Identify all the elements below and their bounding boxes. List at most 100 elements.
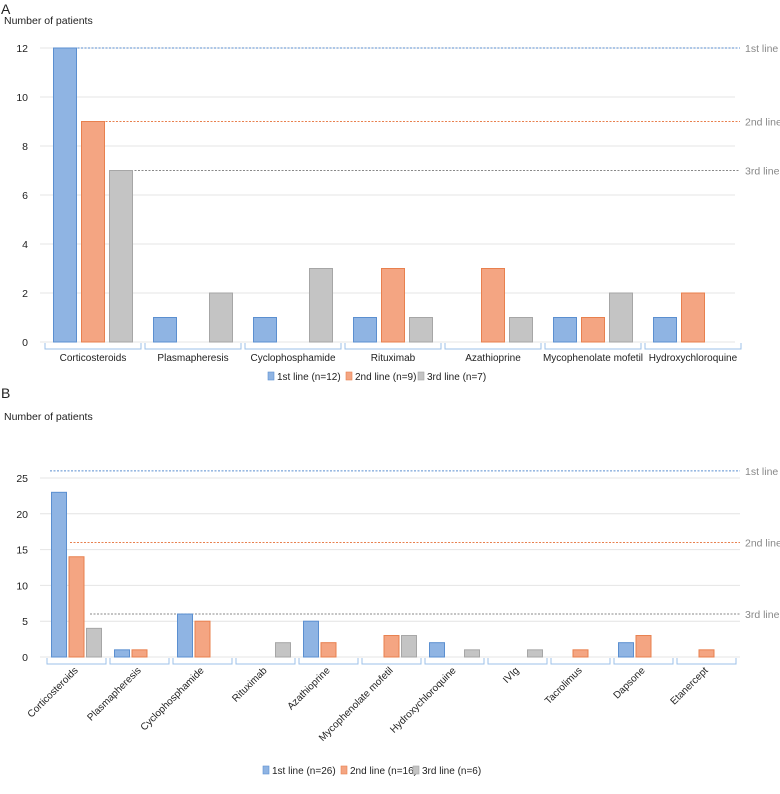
- category-bracket: [613, 658, 674, 665]
- bar: [401, 635, 417, 658]
- bar: [698, 649, 715, 658]
- legend-swatch: [262, 765, 270, 775]
- y-tick-label: 2: [22, 288, 28, 300]
- category-bracket: [644, 343, 742, 350]
- x-tick-label: Plasmapheresis: [157, 353, 228, 364]
- x-tick-label: Azathioprine: [465, 353, 521, 364]
- y-axis-title: Number of patients: [4, 15, 93, 27]
- bar: [381, 268, 405, 343]
- category-bracket: [344, 343, 442, 350]
- panel-label: A: [1, 1, 11, 17]
- bar: [635, 635, 652, 658]
- category-bracket: [298, 658, 359, 665]
- category-bracket: [544, 343, 642, 350]
- x-tick-label: Etanercept: [669, 665, 711, 707]
- x-tick-label: Mycophenolate mofetil: [317, 665, 396, 744]
- category-bracket: [172, 658, 233, 665]
- y-tick-label: 6: [22, 190, 28, 202]
- bar: [609, 292, 633, 343]
- bar: [527, 649, 543, 658]
- x-tick-label: IVIg: [501, 665, 521, 685]
- y-tick-label: 10: [16, 92, 28, 104]
- bar: [509, 317, 533, 343]
- x-tick-label: Dapsone: [612, 665, 648, 701]
- x-tick-label: Plasmapheresis: [86, 665, 144, 723]
- legend-label: 3rd line (n=7): [427, 372, 486, 383]
- panel-label: B: [1, 385, 10, 401]
- y-tick-label: 8: [22, 141, 28, 153]
- bar: [653, 317, 677, 343]
- y-tick-label: 5: [22, 616, 28, 628]
- y-tick-label: 0: [22, 337, 28, 349]
- bar: [581, 317, 605, 343]
- y-tick-label: 20: [16, 509, 28, 521]
- y-tick-label: 12: [16, 43, 28, 55]
- category-bracket: [550, 658, 611, 665]
- category-bracket: [244, 343, 342, 350]
- legend-swatch: [340, 765, 348, 775]
- x-tick-label: Rituximab: [230, 665, 270, 705]
- legend-label: 3rd line (n=6): [422, 766, 481, 777]
- category-bracket: [444, 343, 542, 350]
- reference-line-label: 3rd line: [745, 609, 780, 621]
- bar: [383, 635, 400, 658]
- bar: [275, 642, 291, 658]
- bar: [194, 620, 211, 658]
- legend-label: 2nd line (n=9): [355, 372, 416, 383]
- x-tick-label: Tacrolimus: [543, 665, 585, 707]
- reference-line-label: 2nd line: [745, 117, 780, 129]
- bar: [81, 121, 105, 343]
- y-axis-title: Number of patients: [4, 411, 93, 423]
- x-tick-label: Corticosteroids: [60, 353, 127, 364]
- reference-line-label: 2nd line: [745, 537, 780, 549]
- bar: [303, 620, 319, 658]
- bar: [68, 556, 85, 658]
- y-tick-label: 4: [22, 239, 28, 251]
- bar: [464, 649, 480, 658]
- category-bracket: [109, 658, 170, 665]
- bar: [114, 649, 130, 658]
- bar: [253, 317, 277, 343]
- reference-line-label: 1st line: [745, 43, 778, 55]
- category-bracket: [487, 658, 548, 665]
- bar: [618, 642, 634, 658]
- bar: [353, 317, 377, 343]
- bar: [409, 317, 433, 343]
- x-tick-label: Azathioprine: [286, 665, 333, 712]
- x-tick-label: Cyclophosphamide: [139, 665, 207, 733]
- y-tick-label: 10: [16, 580, 28, 592]
- x-tick-label: Hydroxychloroquine: [649, 353, 738, 364]
- bar: [177, 613, 193, 658]
- x-tick-label: Rituximab: [371, 353, 416, 364]
- bar: [86, 627, 102, 658]
- legend-label: 1st line (n=26): [272, 766, 336, 777]
- bar: [51, 491, 67, 658]
- legend-swatch: [267, 371, 275, 381]
- bar: [429, 642, 445, 658]
- reference-line-label: 1st line: [745, 466, 778, 478]
- bar: [309, 268, 333, 343]
- legend-swatch: [417, 371, 425, 381]
- bar: [553, 317, 577, 343]
- y-tick-label: 25: [16, 473, 28, 485]
- x-tick-label: Cyclophosphamide: [250, 353, 335, 364]
- category-bracket: [44, 343, 142, 350]
- reference-line-label: 3rd line: [745, 166, 780, 178]
- legend-label: 2nd line (n=16): [350, 766, 417, 777]
- x-tick-label: Hydroxychloroquine: [388, 665, 459, 736]
- bar: [153, 317, 177, 343]
- bar: [681, 292, 705, 343]
- category-bracket: [424, 658, 485, 665]
- bar: [572, 649, 589, 658]
- legend-swatch: [345, 371, 353, 381]
- bar: [481, 268, 505, 343]
- x-tick-label: Corticosteroids: [26, 665, 81, 720]
- bar: [131, 649, 148, 658]
- category-bracket: [46, 658, 107, 665]
- category-bracket: [144, 343, 242, 350]
- x-tick-label: Mycophenolate mofetil: [543, 353, 643, 364]
- category-bracket: [361, 658, 422, 665]
- bar: [53, 47, 77, 343]
